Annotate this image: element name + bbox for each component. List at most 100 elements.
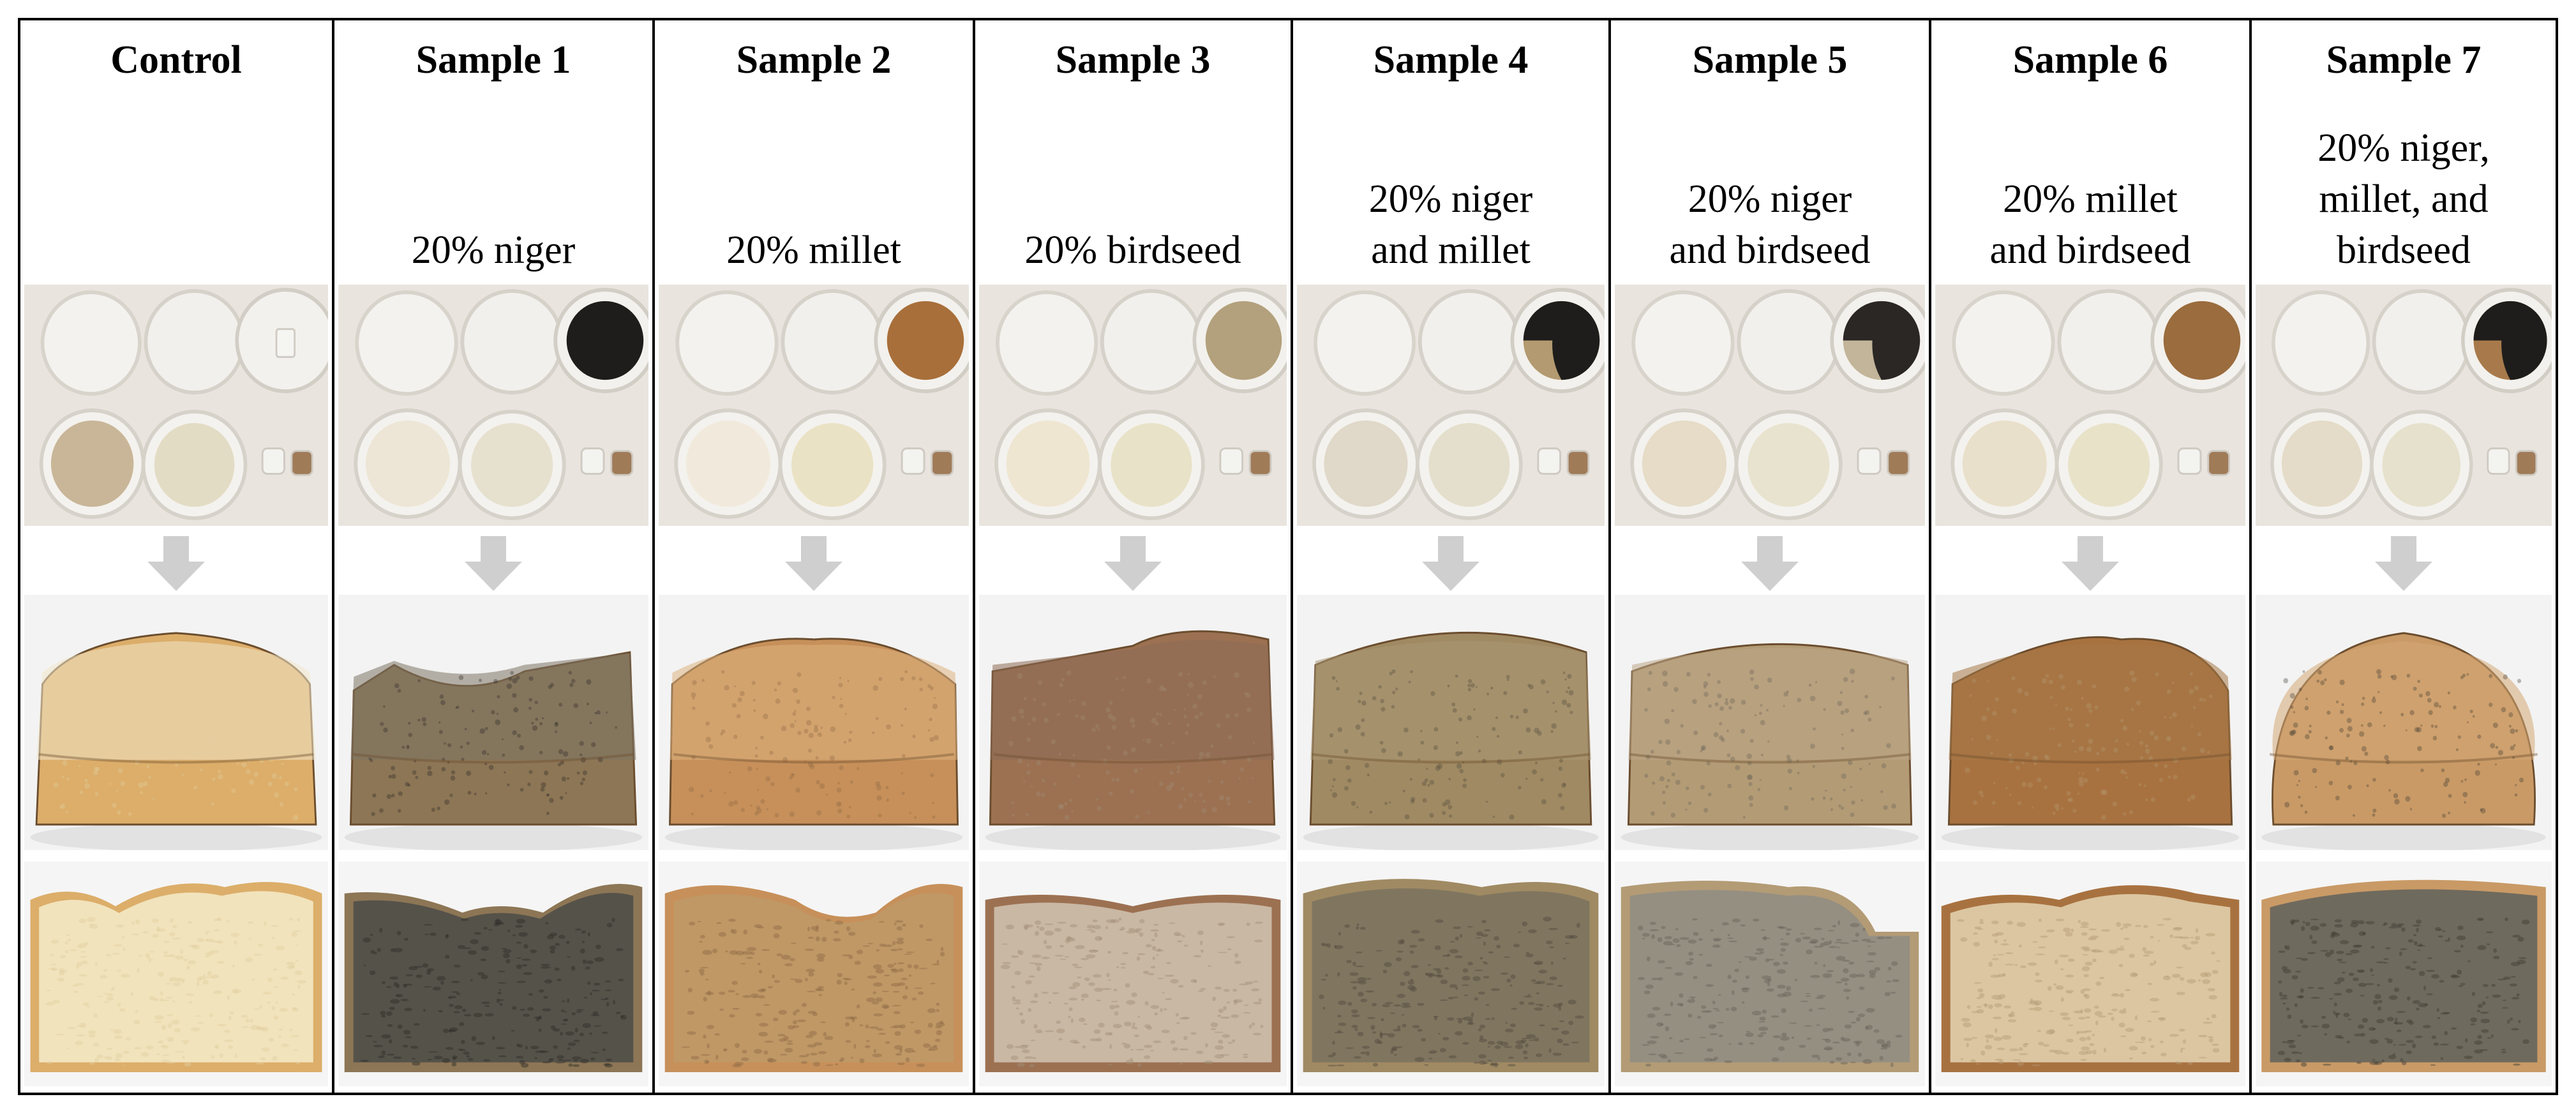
- water-cup: [2057, 288, 2160, 395]
- crumb: [1629, 890, 1910, 1063]
- seed-bowl: [235, 287, 328, 394]
- loaf-photo: [24, 595, 328, 850]
- ingredients-photo: [24, 285, 328, 526]
- empty-bowl: [996, 290, 1098, 396]
- seed-bowl: [874, 287, 969, 394]
- sample-column: Sample 5 20% niger and birdseed: [1611, 20, 1931, 1093]
- cross-section-photo: [1935, 862, 2245, 1086]
- cross-section-photo: [659, 862, 969, 1086]
- loaf-photo: [1297, 595, 1605, 850]
- down-arrow-icon: [1741, 536, 1799, 591]
- column-header: Sample 1 20% niger: [334, 20, 652, 282]
- seed-bowl: [1192, 287, 1287, 394]
- salt-jar: [2177, 447, 2202, 475]
- sample-column: Control: [20, 20, 334, 1093]
- seed-bowl: [553, 287, 648, 394]
- sample-column: Sample 6 20% millet and birdseed: [1931, 20, 2252, 1093]
- empty-bowl: [1631, 290, 1735, 396]
- down-arrow-icon: [2062, 536, 2119, 591]
- sample-description: 20% birdseed: [1024, 228, 1241, 272]
- empty-bowl: [2272, 290, 2370, 396]
- crumb: [1312, 888, 1590, 1063]
- sample-title: Sample 2: [736, 38, 892, 82]
- sample-title: Sample 6: [2012, 38, 2168, 82]
- yeast-jar: [2515, 450, 2538, 476]
- sample-column: Sample 3 20% birdseed: [975, 20, 1293, 1093]
- yeast-jar: [2207, 450, 2231, 476]
- salt-jar: [1857, 447, 1882, 475]
- loaf-photo: [338, 595, 648, 850]
- ingredients-photo: [1615, 285, 1925, 526]
- down-arrow-icon: [785, 536, 842, 591]
- salt-jar: [901, 447, 925, 475]
- crumb: [2270, 889, 2538, 1063]
- column-header: Sample 3 20% birdseed: [975, 20, 1291, 282]
- column-header: Sample 7 20% niger, millet, and birdseed: [2252, 20, 2556, 282]
- yeast-jar: [1887, 450, 1910, 476]
- crumb: [353, 893, 634, 1063]
- down-arrow-icon: [1422, 536, 1479, 591]
- ingredients-photo: [1297, 285, 1605, 526]
- yeast-jar: [290, 450, 313, 476]
- sample-column: Sample 4 20% niger and millet: [1293, 20, 1611, 1093]
- sample-description: 20% niger and millet: [1368, 177, 1533, 272]
- salt-jar: [1219, 447, 1244, 475]
- sample-description: 20% niger, millet, and birdseed: [2318, 126, 2490, 272]
- sample-title: Sample 3: [1055, 38, 1211, 82]
- loaf-photo: [2256, 595, 2552, 850]
- ingredients-photo: [2256, 285, 2552, 526]
- sample-title: Sample 5: [1692, 38, 1848, 82]
- yeast-jar: [610, 450, 634, 476]
- sample-description: 20% millet and birdseed: [1989, 177, 2191, 272]
- cross-section-photo: [2256, 862, 2552, 1086]
- crumb: [673, 893, 954, 1063]
- salt-jar: [1537, 447, 1562, 475]
- column-header: Sample 6 20% millet and birdseed: [1931, 20, 2249, 282]
- loaf-photo: [979, 595, 1287, 850]
- sample-description: 20% niger: [411, 228, 576, 272]
- sample-column: Sample 2 20% millet: [655, 20, 975, 1093]
- sample-title: Sample 1: [416, 38, 571, 82]
- cross-section-photo: [1615, 862, 1925, 1086]
- water-cup: [460, 288, 564, 395]
- sample-description: 20% millet: [726, 228, 901, 272]
- sample-column: Sample 7 20% niger, millet, and birdseed: [2252, 20, 2556, 1093]
- water-cup: [1418, 288, 1520, 395]
- cross-section-photo: [338, 862, 648, 1086]
- sample-title: Sample 7: [2326, 38, 2482, 82]
- ingredients-photo: [659, 285, 969, 526]
- crumb: [994, 902, 1272, 1063]
- water-cup: [2372, 288, 2471, 395]
- down-arrow-icon: [2375, 536, 2432, 591]
- cross-section-photo: [24, 862, 328, 1086]
- empty-bowl: [675, 290, 779, 396]
- down-arrow-icon: [147, 536, 205, 591]
- yeast-jar: [1248, 450, 1272, 476]
- column-header: Sample 2 20% millet: [655, 20, 973, 282]
- ingredients-photo: [979, 285, 1287, 526]
- sample-title: Control: [110, 38, 242, 82]
- seed-bowl: [1830, 287, 1925, 394]
- seed-bowl: [2461, 287, 2552, 394]
- seed-bowl: [2150, 287, 2245, 394]
- column-header: Control: [20, 20, 332, 282]
- empty-bowl: [40, 290, 142, 396]
- water-cup: [781, 288, 884, 395]
- sample-column: Sample 1 20% niger: [334, 20, 655, 1093]
- crumb: [39, 891, 313, 1063]
- water-cup: [144, 288, 245, 395]
- loaf-photo: [1935, 595, 2245, 850]
- column-header: Sample 4 20% niger and millet: [1293, 20, 1608, 282]
- sample-description: 20% niger and birdseed: [1669, 177, 1871, 272]
- yeast-jar: [1566, 450, 1590, 476]
- ingredients-photo: [1935, 285, 2245, 526]
- empty-bowl: [1952, 290, 2055, 396]
- water-cup: [1737, 288, 1840, 395]
- column-header: Sample 5 20% niger and birdseed: [1611, 20, 1929, 282]
- salt-jar: [261, 447, 285, 475]
- down-arrow-icon: [465, 536, 522, 591]
- cross-section-photo: [1297, 862, 1605, 1086]
- ingredients-photo: [338, 285, 648, 526]
- seed-bowl: [1510, 287, 1605, 394]
- cross-section-photo: [979, 862, 1287, 1086]
